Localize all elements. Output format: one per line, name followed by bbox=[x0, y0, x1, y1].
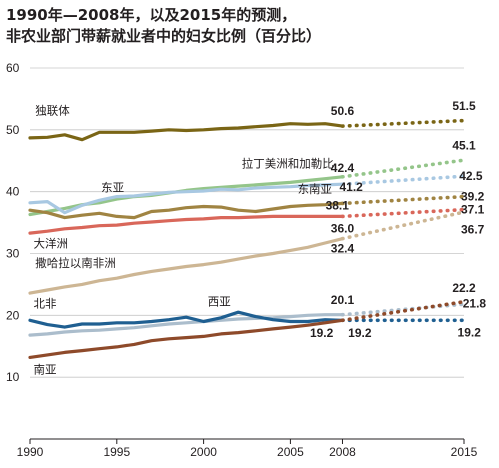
series-name-label: 大洋洲 bbox=[33, 236, 68, 250]
series-name-label: 西亚 bbox=[208, 294, 231, 308]
value-label-2008: 19.2 bbox=[348, 326, 372, 340]
series-line bbox=[28, 237, 345, 295]
x-tick-label: 1990 bbox=[17, 445, 44, 459]
series-line bbox=[28, 310, 345, 329]
forecast-line bbox=[340, 302, 466, 317]
axes: 60 50 40 30 20 10 1990 1995 2000 2005 2008 2015 bbox=[6, 61, 478, 459]
chart-subtitle: 非农业部门带薪就业者中的妇女比例（百分比） bbox=[6, 27, 322, 45]
value-label-2008: 32.4 bbox=[331, 241, 355, 255]
series-line bbox=[28, 122, 345, 142]
y-tick-label: 20 bbox=[6, 308, 20, 322]
value-label-2015: 45.1 bbox=[452, 139, 476, 153]
value-label-2015: 39.2 bbox=[461, 189, 485, 203]
forecast-line bbox=[340, 299, 466, 323]
grid bbox=[30, 67, 464, 378]
x-tick-label: 2005 bbox=[277, 445, 304, 459]
value-label-2015: 36.7 bbox=[461, 223, 485, 237]
x-tick-label: 2000 bbox=[190, 445, 217, 459]
value-label-2015: 37.1 bbox=[461, 202, 485, 216]
series-line bbox=[28, 201, 345, 220]
value-label-2008: 42.4 bbox=[331, 161, 355, 175]
value-label-2008: 19.2 bbox=[310, 326, 334, 340]
x-tick-label: 1995 bbox=[103, 445, 130, 459]
forecast-line bbox=[340, 210, 466, 241]
chart-title: 1990年—2008年，以及2015年的预测， bbox=[6, 6, 297, 24]
series-name-label: 南亚 bbox=[33, 362, 56, 376]
value-label-2008: 38.1 bbox=[326, 199, 350, 213]
value-label-2015: 42.5 bbox=[459, 169, 483, 183]
series-name-label: 独联体 bbox=[35, 103, 70, 117]
forecast-line bbox=[340, 158, 466, 179]
value-label-2015: 21.8 bbox=[463, 296, 487, 310]
y-tick-label: 40 bbox=[6, 185, 20, 199]
value-label-2008: 36.0 bbox=[331, 221, 355, 235]
series-name-label: 东南亚 bbox=[298, 182, 333, 196]
value-label-2015: 22.2 bbox=[452, 281, 476, 295]
forecast-line bbox=[340, 174, 466, 187]
forecast-line bbox=[340, 194, 466, 206]
series-lines bbox=[28, 118, 466, 359]
x-tick-label: 2015 bbox=[451, 445, 478, 459]
series-name-label: 北非 bbox=[33, 296, 56, 310]
y-tick-label: 10 bbox=[6, 370, 20, 384]
y-tick-label: 30 bbox=[6, 247, 20, 261]
x-tick-label: 2008 bbox=[329, 445, 356, 459]
series-name-label: 东亚 bbox=[101, 181, 124, 195]
forecast-line bbox=[340, 207, 466, 219]
series-name-label: 撒哈拉以南非洲 bbox=[35, 256, 116, 270]
series-name-label: 拉丁美洲和加勒比 bbox=[242, 157, 334, 171]
y-tick-label: 60 bbox=[6, 61, 20, 75]
value-label-2008: 20.1 bbox=[331, 293, 355, 307]
forecast-line bbox=[340, 118, 466, 128]
value-label-2008: 41.2 bbox=[339, 180, 363, 194]
value-label-2015: 51.5 bbox=[452, 99, 476, 113]
value-label-2008: 50.6 bbox=[331, 104, 355, 118]
series-line bbox=[28, 214, 345, 235]
y-tick-label: 50 bbox=[6, 123, 20, 137]
value-label-2015: 19.2 bbox=[458, 325, 482, 339]
series-line bbox=[28, 318, 345, 359]
series-line bbox=[28, 313, 345, 337]
series-line bbox=[28, 182, 345, 215]
